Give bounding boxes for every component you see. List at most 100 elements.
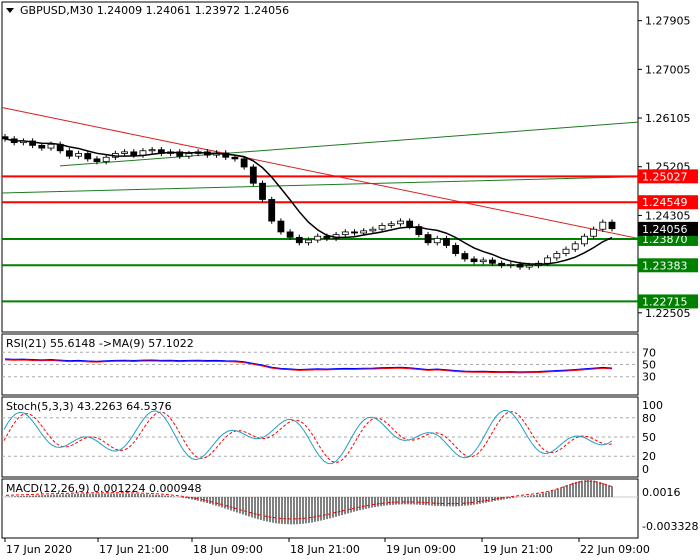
macd-axis-label: 0.0016	[642, 486, 681, 499]
time-axis-label: 19 Jun 21:00	[483, 543, 553, 556]
time-axis-label: 18 Jun 21:00	[290, 543, 360, 556]
stoch-k-line	[3, 409, 613, 465]
candle-body	[433, 238, 441, 244]
candle-body	[590, 228, 598, 237]
moving-average-line	[4, 138, 613, 265]
macd-label: MACD(12,26,9) 0.001224 0.000948	[6, 482, 202, 495]
candle-body	[47, 143, 55, 149]
candle-body	[121, 151, 128, 154]
candle-body	[295, 236, 303, 244]
time-axis-label: 18 Jun 09:00	[193, 543, 263, 556]
stoch-label: Stoch(5,3,3) 43.2263 64.5376	[6, 400, 172, 413]
candle-body	[139, 150, 147, 156]
candle-body	[29, 140, 36, 146]
candle-body	[406, 220, 414, 227]
main-panel	[1, 1, 639, 333]
level-price-label: 1.24549	[642, 196, 688, 209]
stoch-d-line	[3, 411, 613, 464]
candle-body	[599, 221, 607, 230]
stoch-axis-label: 0	[642, 463, 649, 476]
candle-body	[249, 166, 257, 184]
rsi-axis-label: 70	[642, 346, 656, 359]
time-axis-label: 17 Jun 21:00	[99, 543, 169, 556]
macd-histogram	[5, 479, 613, 525]
level-price-label: 1.22715	[642, 295, 688, 308]
price-axis-label: 1.26105	[645, 112, 691, 125]
candle-body	[571, 243, 579, 250]
candle-body	[305, 239, 312, 244]
candle-body	[525, 265, 533, 268]
stoch-axis-label: 50	[642, 431, 656, 444]
candle-body	[176, 151, 184, 157]
candle-body	[277, 220, 285, 233]
candle-body	[360, 230, 368, 234]
candle-body	[231, 156, 239, 160]
candle-body	[185, 153, 193, 157]
rsi-label: RSI(21) 55.6148 ->MA(9) 57.1022	[6, 337, 194, 350]
rsi-line	[4, 358, 613, 373]
candle-body	[397, 220, 404, 225]
macd-panel	[1, 478, 639, 539]
candle-body	[581, 235, 588, 245]
candle-body	[516, 263, 524, 268]
candle-body	[259, 182, 266, 200]
stoch-axis-label: 80	[642, 412, 656, 425]
level-price-box	[638, 258, 698, 273]
level-price-box	[638, 169, 698, 184]
candle-body	[341, 231, 349, 236]
candle-body	[84, 153, 92, 160]
candle-body	[351, 231, 358, 234]
candle-body	[286, 231, 294, 238]
time-axis-label: 19 Jun 09:00	[386, 543, 456, 556]
candle-body	[544, 257, 552, 264]
candle-body	[553, 253, 561, 259]
trendline-green-lower[interactable]	[1, 176, 639, 194]
candle-body	[415, 226, 423, 236]
symbol-info: GBPUSD,M30 1.24009 1.24061 1.23972 1.240…	[20, 4, 289, 17]
macd-signal-line	[5, 480, 613, 520]
candle-body	[489, 259, 496, 264]
level-price-label: 1.23383	[642, 259, 688, 272]
time-axis-label: 17 Jun 2020	[6, 543, 72, 556]
candle-body	[240, 158, 248, 168]
candle-body	[102, 156, 110, 162]
stoch-axis-label: 20	[642, 450, 656, 463]
trendline-green-upper[interactable]	[59, 121, 639, 167]
stoch-axis-label: 100	[642, 399, 663, 412]
candle-body	[369, 228, 377, 232]
price-axis-label: 1.27905	[645, 15, 691, 28]
candle-body	[268, 199, 276, 222]
candle-body	[148, 149, 156, 152]
candle-body	[378, 225, 386, 230]
candle-body	[470, 258, 478, 263]
candle-body	[387, 223, 395, 226]
trendlines	[1, 107, 639, 239]
candle-body	[323, 235, 331, 239]
candle-body	[507, 263, 515, 266]
candle-body	[562, 248, 570, 254]
candle-body	[443, 238, 450, 246]
candle-body	[314, 235, 322, 241]
current-price-label: 1.24056	[642, 223, 688, 236]
candle-body	[498, 262, 506, 266]
candle-body	[65, 150, 73, 157]
time-axis-label: 22 Jun 09:00	[580, 543, 650, 556]
rsi-axis-label: 30	[642, 371, 656, 384]
candle-body	[38, 144, 46, 149]
price-axis-label: 1.24305	[645, 209, 691, 222]
candle-body	[452, 245, 460, 254]
rsi-axis-label: 50	[642, 359, 656, 372]
candle-body	[479, 259, 487, 263]
macd-axis-label: -0.003328	[642, 520, 698, 533]
candle-body	[608, 221, 616, 230]
candle-body	[424, 234, 432, 244]
trendline-red-descending[interactable]	[1, 107, 639, 239]
level-price-box	[638, 294, 698, 309]
level-price-box	[638, 195, 698, 210]
price-axis-label: 1.27005	[645, 63, 691, 76]
symbol-dropdown-icon[interactable]	[6, 8, 14, 13]
level-price-label: 1.25027	[642, 170, 688, 183]
candle-body	[130, 151, 138, 156]
candle-body	[461, 253, 469, 260]
